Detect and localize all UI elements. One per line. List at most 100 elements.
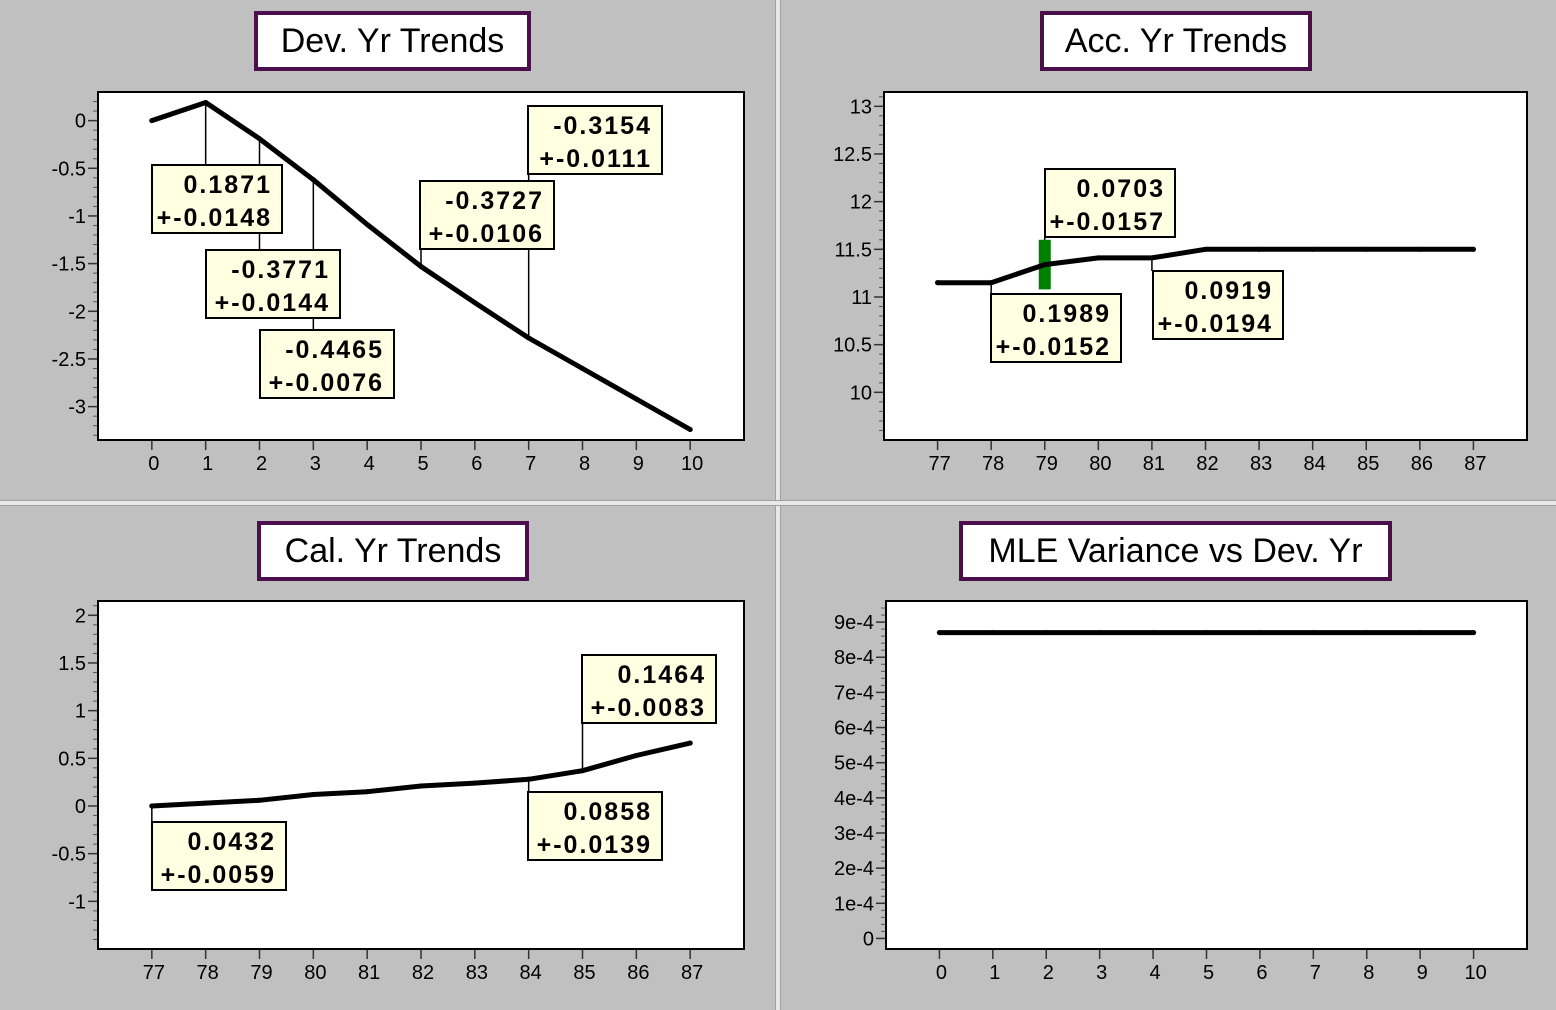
horizontal-splitter[interactable] [0,500,1556,506]
annotation-rect [151,164,283,234]
x-tick-label: 7 [525,453,536,475]
annotation-error: +-0.0157 [1050,208,1165,236]
data-point [1310,246,1316,252]
chart-title: Dev. Yr Trends [254,11,531,71]
annotation-box: -0.4465 +-0.0076 [259,329,395,399]
data-point [687,740,693,746]
x-tick-label: 7 [1310,962,1321,984]
annotation-box: 0.0919 +-0.0194 [1152,270,1284,340]
data-point [257,136,262,142]
x-tick-label: 3 [310,453,321,475]
data-point [149,118,155,124]
y-tick-label: 1 [75,701,86,723]
data-point [633,752,639,758]
y-tick-label: 0 [75,796,86,818]
annotation-box: 0.0703 +-0.0157 [1044,168,1176,238]
data-point [687,427,693,433]
x-tick-label: 81 [358,962,380,984]
data-point [1257,630,1263,636]
annotation-value: -0.4465 [285,336,384,364]
data-point [1097,630,1103,636]
x-tick-label: 77 [143,962,165,984]
x-tick-label: 79 [250,962,272,984]
y-tick-label: 3e-4 [834,823,874,845]
x-tick-label: 84 [1304,453,1326,475]
y-tick-label: 10.5 [833,335,872,357]
data-point [1470,246,1476,252]
data-point [364,789,370,795]
annotation-rect [1152,270,1284,340]
annotation-value: 0.1464 [618,661,706,689]
y-tick-label: -1 [68,891,86,913]
data-point [1471,630,1477,636]
x-tick-label: 10 [1464,962,1486,984]
data-point [526,776,532,782]
x-tick-label: 85 [573,962,595,984]
y-tick-label: 1.5 [58,653,86,675]
x-tick-label: 3 [1096,962,1107,984]
x-tick-label: 79 [1036,453,1058,475]
x-tick-label: 6 [1256,962,1267,984]
x-tick-label: 4 [364,453,375,475]
mle-variance-chart: 9e-4 8e-4 7e-4 6e-4 5e-4 4e-4 3e-4 2e-4 1e-4 0 0 1 2… [834,600,1528,984]
x-tick-label: 81 [1143,453,1165,475]
x-tick-label: 0 [936,962,947,984]
x-tick-label: 9 [633,453,644,475]
x-tick-label: 6 [471,453,482,475]
data-point [1095,255,1101,261]
annotation-error: +-0.0111 [539,145,652,173]
y-tick-label: -1 [68,206,86,228]
data-point [1203,246,1208,252]
annotation-rect [419,180,555,250]
annotation-rect [151,821,287,891]
annotation-rect [1044,168,1176,238]
x-tick-label: 85 [1357,453,1379,475]
data-point [1417,630,1423,636]
annotation-rect [259,329,395,399]
x-tick-label: 80 [1089,453,1111,475]
x-tick-label: 86 [627,962,649,984]
chart-title: Cal. Yr Trends [257,521,529,581]
annotation-box: -0.3771 +-0.0144 [205,249,341,319]
annotation-error: +-0.0139 [537,831,652,859]
acc-yr-trends-chart: 13 12.5 12 11.5 11 10.5 10 77 78 79 80 81 82 83 84 85 86… [833,91,1528,475]
x-tick-label: 5 [417,453,428,475]
data-point [1417,246,1423,252]
annotation-value: 0.0703 [1077,175,1165,203]
annotation-rect [527,791,663,861]
y-tick-label: 2 [75,605,86,627]
x-tick-label: 83 [466,962,488,984]
y-tick-label: 1e-4 [834,893,874,915]
x-tick-label: 2 [256,453,267,475]
annotation-value: 0.0858 [564,798,652,826]
data-point [1042,262,1048,268]
data-point [1204,630,1209,636]
plot-area [885,600,1528,950]
data-point [1149,255,1155,261]
annotation-error: +-0.0106 [429,220,544,248]
cal-yr-trends-chart: 2 1.5 1 0.5 0 -0.5 -1 77 78 79 80 81 82 83 84 85 86 87 0.0… [52,600,745,984]
mle-variance-pane: MLE Variance vs Dev. Yr 9e-4 8e-4 7e-4 6e-4… [781,506,1556,1010]
x-tick-label: 1 [989,962,1000,984]
y-tick-label: 11.5 [835,239,872,261]
annotation-value: -0.3154 [553,112,652,140]
annotation-error: +-0.0148 [157,204,272,232]
data-point [203,800,209,806]
annotation-value: -0.3771 [231,256,330,284]
data-point [990,630,996,636]
x-tick-label: 78 [982,453,1004,475]
annotation-box: -0.3154 +-0.0111 [527,105,663,175]
annotation-error: +-0.0194 [1158,310,1273,338]
x-tick-label: 1 [202,453,213,475]
x-tick-label: 8 [579,453,590,475]
y-tick-label: -0.5 [52,158,86,180]
annotation-error: +-0.0076 [269,369,384,397]
data-point [526,335,532,341]
chart-title: Acc. Yr Trends [1040,11,1312,71]
y-tick-label: 0 [75,111,86,133]
y-tick-label: 11 [851,287,872,309]
y-tick-label: 8e-4 [834,647,874,669]
annotation-box: 0.1464 +-0.0083 [581,654,717,724]
annotation-error: +-0.0059 [161,861,276,889]
y-tick-label: 12 [850,192,872,214]
